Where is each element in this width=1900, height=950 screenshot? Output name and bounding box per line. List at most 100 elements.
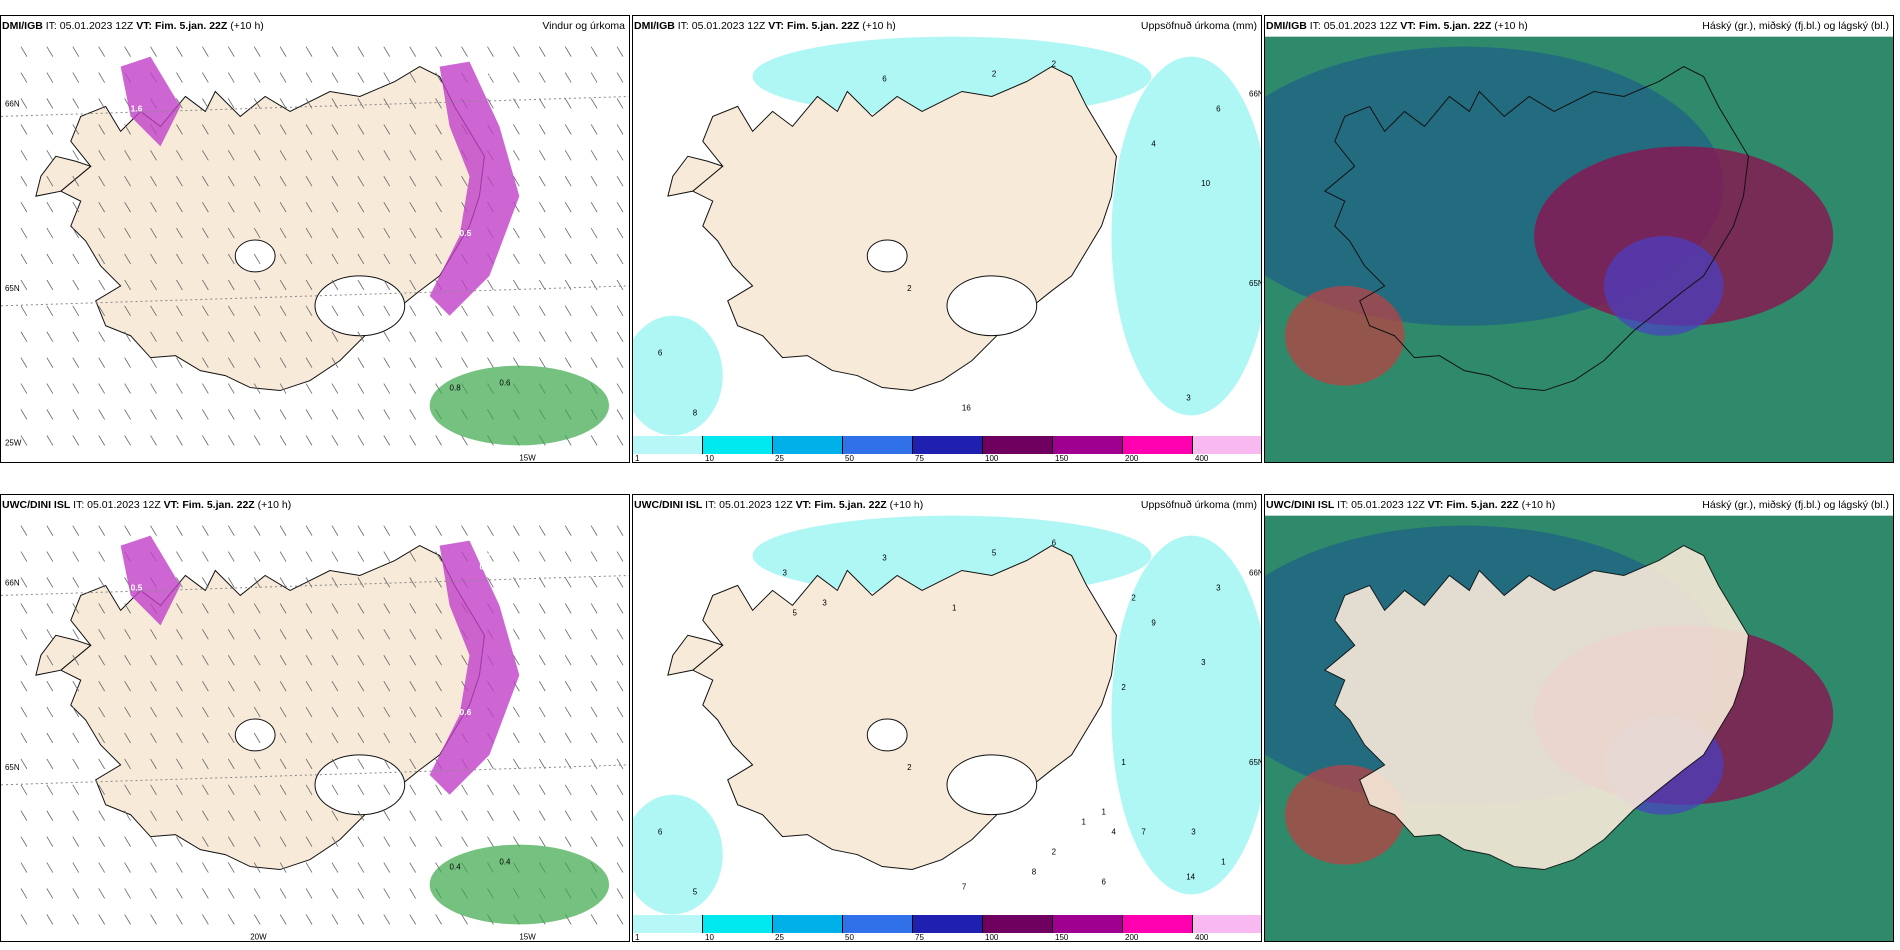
wind-barb bbox=[72, 732, 80, 744]
precip-value-label: 6 bbox=[1052, 539, 1057, 548]
precip-value-label: 2 bbox=[1131, 593, 1136, 602]
wind-barb bbox=[590, 914, 598, 925]
wind-barb bbox=[435, 176, 442, 187]
wind-barb bbox=[46, 435, 54, 446]
wind-barb bbox=[616, 784, 624, 795]
valid-time: Fim. 5.jan. 22Z bbox=[786, 20, 860, 32]
lat-label: 66N bbox=[1249, 89, 1261, 98]
wind-barb bbox=[227, 201, 235, 213]
wind-barb bbox=[487, 98, 494, 109]
wind-barb bbox=[279, 435, 287, 446]
precip-legend bbox=[633, 436, 1261, 454]
wind-barb bbox=[227, 435, 235, 446]
wind-barb bbox=[72, 525, 80, 536]
wind-barb bbox=[564, 201, 572, 213]
legend-swatch bbox=[1193, 915, 1261, 933]
wind-barb bbox=[409, 836, 417, 847]
wind-barb bbox=[124, 888, 131, 899]
wind-barb bbox=[124, 732, 131, 744]
wind-barb bbox=[124, 176, 131, 187]
wind-barb bbox=[513, 305, 520, 316]
wind-barb bbox=[564, 227, 572, 239]
legend-label: 25 bbox=[775, 454, 784, 463]
wind-barb bbox=[253, 784, 261, 795]
wind-barb bbox=[409, 655, 417, 666]
wind-barb bbox=[357, 357, 365, 368]
precip-value-label: 2 bbox=[1121, 683, 1126, 692]
wind-barb bbox=[383, 72, 391, 83]
wind-barb bbox=[176, 655, 183, 666]
wind-barb bbox=[253, 758, 261, 770]
wind-barb bbox=[124, 862, 131, 873]
wind-barb bbox=[227, 758, 235, 770]
map-canvas bbox=[1265, 515, 1893, 941]
wind-barb bbox=[616, 629, 624, 640]
wind-barb bbox=[331, 150, 339, 161]
wind-barb bbox=[383, 551, 391, 562]
wind-barb bbox=[72, 435, 80, 446]
wind-barb bbox=[409, 629, 417, 640]
wind-barb bbox=[253, 888, 261, 899]
map-canvas: 66N 65N 20W 15W 2.1 0.4 0.4 0.5 0.6 1.1 0.5 bbox=[1, 525, 629, 941]
precip-value-label: 2 bbox=[1052, 60, 1057, 69]
wind-barb bbox=[590, 227, 598, 239]
wind-barb bbox=[305, 357, 313, 368]
glacier bbox=[314, 275, 406, 337]
wind-barb bbox=[46, 914, 54, 925]
wind-barb bbox=[513, 784, 520, 795]
coastline bbox=[1323, 66, 1749, 392]
wind-barb bbox=[98, 551, 106, 562]
rain-area bbox=[429, 844, 610, 925]
valid-time: Fim. 5.jan. 22Z bbox=[1446, 499, 1519, 511]
wind-barb bbox=[227, 150, 235, 161]
wind-barb bbox=[435, 525, 442, 536]
legend-swatch bbox=[983, 915, 1053, 933]
legend-labels: 1 10 25 50 75 100 150 200 400 bbox=[633, 454, 1261, 463]
wind-barb bbox=[279, 810, 287, 821]
wind-barb bbox=[487, 551, 494, 562]
wind-barb bbox=[513, 176, 520, 187]
wind-barb bbox=[487, 758, 494, 770]
wind-barb bbox=[305, 706, 313, 718]
lat-label: 65N bbox=[1249, 279, 1261, 288]
wind-barb bbox=[435, 331, 442, 342]
wind-barb bbox=[46, 706, 54, 718]
wind-barb bbox=[150, 888, 157, 899]
wind-barb bbox=[357, 577, 365, 588]
wind-barb bbox=[409, 888, 417, 899]
wind-barb bbox=[590, 150, 598, 161]
wind-barb bbox=[538, 176, 546, 187]
wind-barb bbox=[564, 706, 572, 718]
wind-barb bbox=[46, 331, 54, 342]
wind-barb bbox=[383, 810, 391, 821]
valid-time-label: VT: bbox=[136, 20, 153, 32]
wind-barb bbox=[176, 862, 183, 873]
precip-value-label: 3 bbox=[1216, 583, 1221, 592]
wind-barb bbox=[124, 201, 131, 213]
wind-barb bbox=[176, 72, 183, 83]
wind-barb bbox=[590, 253, 598, 265]
precip-value-label: 7 bbox=[962, 882, 967, 891]
wind-barb bbox=[590, 201, 598, 213]
precip-value-label: 3 bbox=[1191, 828, 1196, 837]
wind-barb bbox=[538, 124, 546, 135]
wind-barb bbox=[616, 525, 624, 536]
wind-barb bbox=[513, 732, 520, 744]
map-panel-6: UWC/DINI ISL IT: 05.01.2023 12Z VT: Fim.… bbox=[1264, 494, 1894, 942]
wind-barb bbox=[46, 357, 54, 368]
wind-barb bbox=[124, 758, 131, 770]
wind-barb bbox=[461, 46, 468, 57]
wind-barb bbox=[383, 357, 391, 368]
legend-swatch bbox=[1123, 436, 1193, 454]
wind-barb bbox=[72, 862, 80, 873]
wind-barb bbox=[331, 603, 339, 614]
wind-barb bbox=[616, 758, 624, 770]
wind-barb bbox=[279, 551, 287, 562]
wind-barb bbox=[331, 551, 339, 562]
wind-barb bbox=[331, 810, 339, 821]
precip-value-label: 1.6 bbox=[131, 103, 143, 113]
wind-barb bbox=[202, 409, 209, 420]
wind-barb bbox=[150, 305, 157, 316]
wind-barb bbox=[227, 888, 235, 899]
wind-barb bbox=[98, 914, 106, 925]
